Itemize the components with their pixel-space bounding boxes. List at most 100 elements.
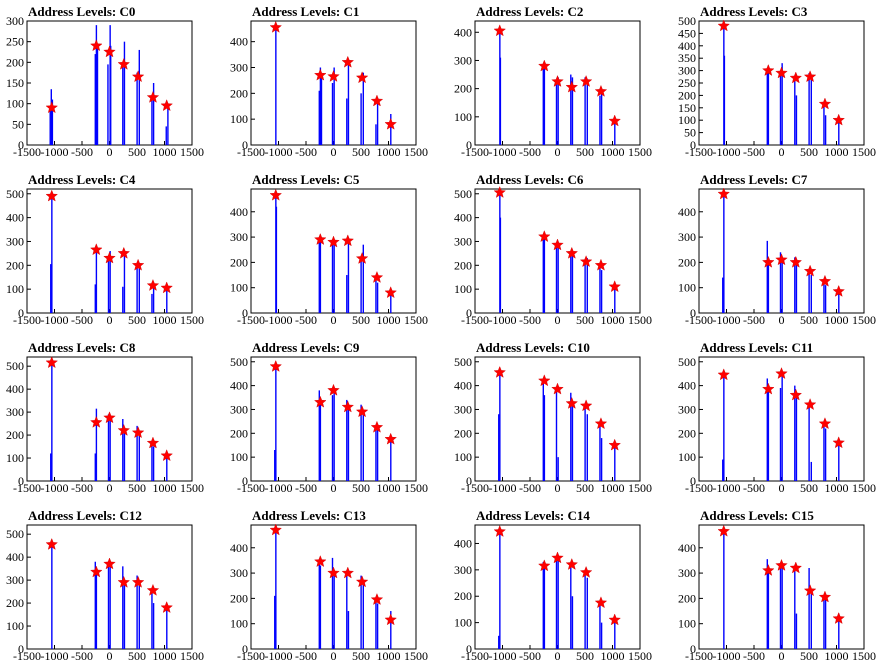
chart-panel: Address Levels: C5 0 100 200 300 400 -1500 -100… (224, 168, 448, 336)
panel-plot: 0 100 200 300 400 500 -1500 -1000 -500 0 500 1000 15… (454, 355, 652, 495)
x-tick-label: 1500 (628, 313, 652, 327)
data-bar (109, 564, 111, 649)
data-bar (110, 45, 112, 145)
data-bar (584, 261, 586, 313)
y-tick-label: 200 (230, 426, 248, 440)
data-bar (570, 392, 572, 481)
star-marker (803, 584, 817, 597)
star-marker (327, 383, 340, 396)
data-bar (94, 453, 96, 481)
x-tick-label: 0 (779, 481, 785, 495)
data-bar (838, 120, 840, 145)
data-bar (107, 414, 110, 481)
x-tick-label: -1000 (713, 481, 741, 495)
data-bar (360, 575, 362, 649)
panel-plot: 0 100 200 300 400 -1500 -1000 -500 0 500 1000 1500 (454, 524, 652, 663)
y-tick-label: 400 (230, 541, 248, 555)
x-tick-label: 1000 (825, 145, 849, 159)
data-bar (107, 561, 110, 649)
data-bar (808, 404, 810, 481)
x-tick-label: -500 (295, 145, 317, 159)
data-bar (823, 595, 825, 649)
star-marker (160, 281, 173, 294)
y-tick-label: 300 (454, 53, 472, 67)
x-tick-label: 1500 (852, 313, 876, 327)
x-tick-label: 1000 (377, 649, 401, 663)
data-bar (347, 611, 350, 649)
panel-title: Address Levels: C9 (252, 340, 360, 355)
data-bar (557, 77, 559, 145)
data-bar (107, 258, 110, 313)
star-marker (146, 583, 160, 596)
y-tick-label: 400 (230, 379, 248, 393)
x-tick-label: -1500 (685, 649, 713, 663)
x-tick-label: -500 (519, 313, 541, 327)
x-tick-label: 1000 (601, 145, 625, 159)
data-bar (333, 242, 335, 313)
data-bar (810, 78, 812, 145)
x-tick-label: 1000 (601, 313, 625, 327)
x-tick-label: -500 (295, 649, 317, 663)
data-bar (136, 72, 138, 145)
y-tick-label: 400 (454, 211, 472, 225)
panel-title: Address Levels: C14 (476, 508, 590, 523)
data-bar (331, 244, 334, 313)
star-marker (45, 101, 58, 114)
x-tick-label: -1500 (461, 313, 489, 327)
data-bar (51, 196, 53, 313)
chart-panel: Address Levels: C9 0 100 200 300 400 500 -1500-… (224, 336, 448, 504)
star-marker (314, 395, 327, 408)
data-bar (275, 366, 277, 481)
y-tick-label: 150 (6, 76, 24, 90)
star-marker (818, 274, 832, 287)
star-marker (370, 593, 384, 605)
x-tick-label: 0 (331, 145, 337, 159)
y-tick-label: 200 (454, 589, 472, 603)
x-tick-label: -1000 (41, 145, 69, 159)
data-bar (95, 25, 98, 146)
star-marker (594, 258, 608, 271)
star-marker (314, 555, 327, 567)
data-bar (586, 414, 588, 481)
data-bar (723, 194, 725, 313)
star-marker (579, 565, 593, 578)
panel-title: Address Levels: C3 (700, 4, 808, 19)
x-tick-label: 1500 (180, 313, 204, 327)
chart-panel: Address Levels: C3 0 50 100 150 200 250 300 350 4… (672, 0, 896, 168)
star-marker (538, 559, 551, 572)
data-bar (723, 55, 726, 145)
x-tick-label: -1000 (489, 649, 517, 663)
x-tick-label: 0 (107, 481, 113, 495)
x-tick-label: 500 (352, 145, 370, 159)
data-bar (376, 101, 379, 145)
data-bar (122, 66, 124, 145)
star-marker (314, 233, 327, 245)
y-tick-label: 300 (230, 230, 248, 244)
data-bar (151, 293, 153, 313)
y-tick-label: 200 (6, 258, 24, 272)
data-bar (767, 389, 770, 481)
y-tick-label: 0 (690, 306, 696, 320)
star-marker (103, 557, 116, 570)
x-tick-label: -1000 (713, 649, 741, 663)
data-bar (600, 91, 603, 145)
x-tick-label: -1000 (713, 145, 741, 159)
x-tick-label: -500 (295, 313, 317, 327)
data-bar (50, 453, 52, 481)
panel-title: Address Levels: C1 (252, 4, 360, 19)
y-tick-label: 300 (6, 14, 24, 28)
data-bar (779, 252, 782, 313)
y-tick-label: 100 (230, 617, 248, 631)
y-tick-label: 100 (230, 450, 248, 464)
x-tick-label: -1000 (489, 145, 517, 159)
data-bar (767, 570, 770, 649)
x-tick-label: -500 (743, 481, 765, 495)
data-bar (136, 575, 138, 649)
panel-title: Address Levels: C2 (476, 4, 584, 19)
data-bar (166, 287, 168, 313)
data-bar (781, 259, 783, 313)
data-bar (614, 445, 616, 481)
x-tick-label: 500 (800, 145, 818, 159)
y-tick-label: 200 (454, 426, 472, 440)
